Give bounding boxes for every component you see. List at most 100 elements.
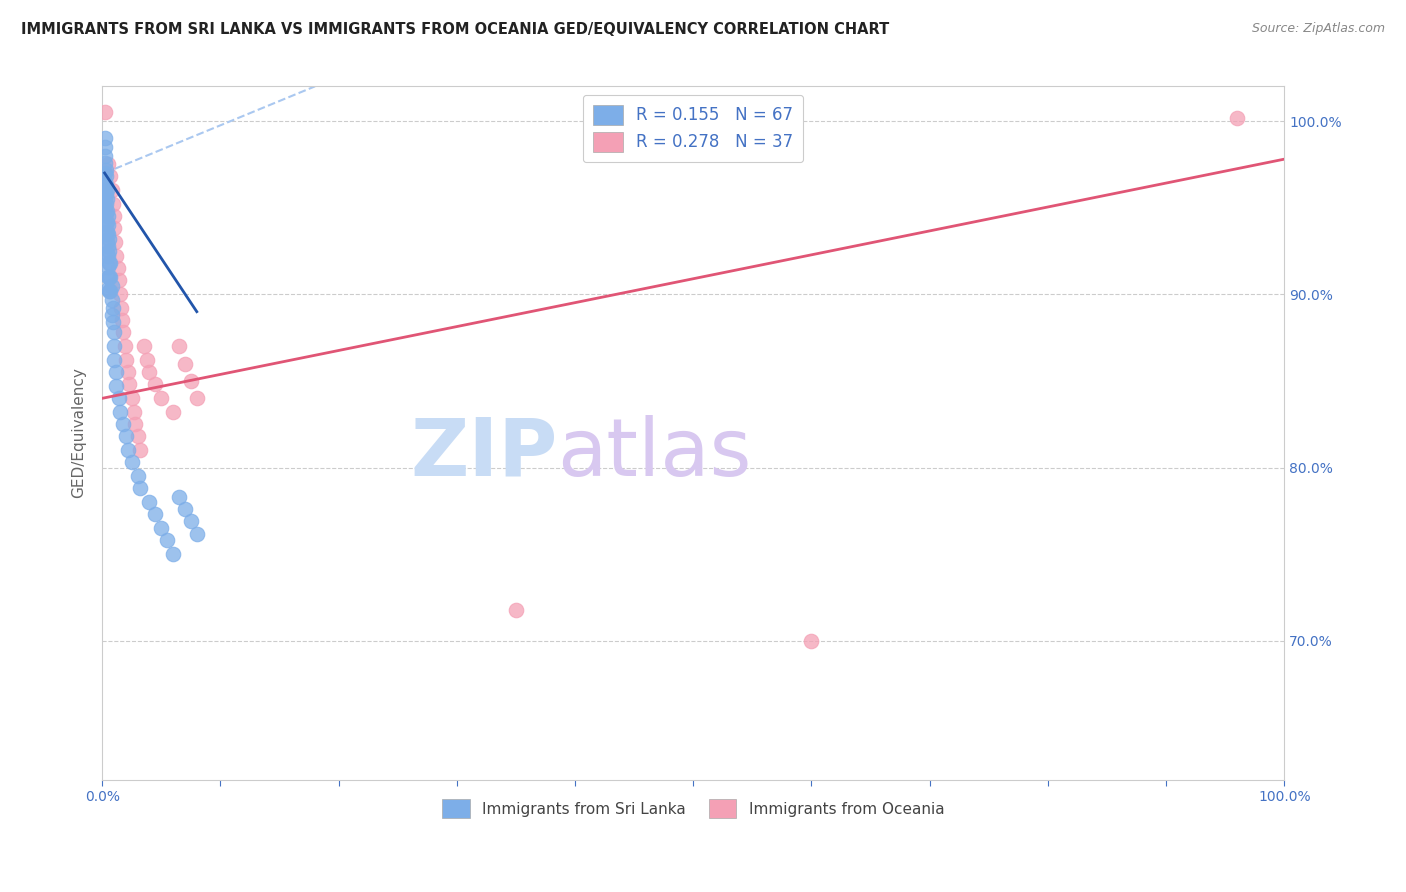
Point	[97, 260, 120, 274]
Point	[97, 218, 120, 232]
Point	[93, 131, 115, 145]
Point	[156, 533, 179, 548]
Point	[105, 379, 128, 393]
Point	[103, 221, 125, 235]
Point	[100, 284, 122, 298]
Point	[94, 169, 117, 184]
Point	[94, 227, 117, 241]
Point	[112, 417, 135, 432]
Point	[96, 235, 118, 250]
Point	[145, 508, 167, 522]
Point	[96, 204, 118, 219]
Point	[98, 244, 121, 258]
Point	[94, 216, 117, 230]
Point	[98, 270, 121, 285]
Point	[98, 232, 121, 246]
Point	[93, 192, 115, 206]
Point	[138, 365, 160, 379]
Point	[93, 149, 115, 163]
Text: ZIP: ZIP	[411, 415, 557, 492]
Point	[105, 249, 128, 263]
Point	[94, 197, 117, 211]
Point	[93, 175, 115, 189]
Point	[94, 178, 117, 193]
Point	[114, 339, 136, 353]
Point	[150, 392, 173, 406]
Y-axis label: GED/Equivalency: GED/Equivalency	[72, 368, 86, 499]
Point	[180, 514, 202, 528]
Point	[94, 162, 117, 177]
Point	[93, 140, 115, 154]
Point	[145, 377, 167, 392]
Point	[105, 365, 128, 379]
Point	[136, 353, 159, 368]
Point	[100, 293, 122, 307]
Point	[101, 315, 124, 329]
Point	[103, 210, 125, 224]
Point	[97, 157, 120, 171]
Point	[129, 482, 152, 496]
Point	[103, 339, 125, 353]
Legend: Immigrants from Sri Lanka, Immigrants from Oceania: Immigrants from Sri Lanka, Immigrants fr…	[436, 793, 950, 824]
Point	[110, 301, 132, 316]
Point	[1226, 111, 1249, 125]
Point	[100, 308, 122, 322]
Point	[180, 374, 202, 388]
Point	[100, 256, 122, 270]
Point	[104, 235, 127, 250]
Point	[118, 377, 141, 392]
Point	[101, 197, 124, 211]
Point	[96, 225, 118, 239]
Point	[93, 183, 115, 197]
Point	[117, 365, 139, 379]
Point	[129, 443, 152, 458]
Point	[96, 192, 118, 206]
Point	[97, 282, 120, 296]
Point	[98, 284, 121, 298]
Point	[186, 392, 208, 406]
Point	[132, 339, 155, 353]
Point	[150, 521, 173, 535]
Point	[505, 603, 527, 617]
Point	[122, 405, 145, 419]
Point	[800, 634, 823, 648]
Point	[93, 166, 115, 180]
Point	[162, 547, 184, 561]
Point	[93, 155, 115, 169]
Point	[96, 183, 118, 197]
Text: IMMIGRANTS FROM SRI LANKA VS IMMIGRANTS FROM OCEANIA GED/EQUIVALENCY CORRELATION: IMMIGRANTS FROM SRI LANKA VS IMMIGRANTS …	[21, 22, 890, 37]
Text: Source: ZipAtlas.com: Source: ZipAtlas.com	[1251, 22, 1385, 36]
Point	[121, 392, 143, 406]
Point	[100, 183, 122, 197]
Text: atlas: atlas	[557, 415, 752, 492]
Point	[162, 405, 184, 419]
Point	[174, 357, 197, 371]
Point	[138, 495, 160, 509]
Point	[167, 490, 190, 504]
Point	[100, 278, 122, 293]
Point	[115, 353, 138, 368]
Point	[97, 270, 120, 285]
Point	[127, 429, 149, 443]
Point	[115, 429, 138, 443]
Point	[121, 455, 143, 469]
Point	[111, 313, 134, 327]
Point	[108, 405, 131, 419]
Point	[127, 469, 149, 483]
Point	[96, 214, 118, 228]
Point	[96, 245, 118, 260]
Point	[100, 169, 122, 184]
Point	[98, 256, 121, 270]
Point	[103, 326, 125, 340]
Point	[174, 502, 197, 516]
Point	[112, 326, 135, 340]
Point	[107, 261, 129, 276]
Point	[124, 417, 146, 432]
Point	[94, 206, 117, 220]
Point	[186, 526, 208, 541]
Point	[107, 392, 129, 406]
Point	[101, 301, 124, 316]
Point	[167, 339, 190, 353]
Point	[97, 210, 120, 224]
Point	[97, 227, 120, 241]
